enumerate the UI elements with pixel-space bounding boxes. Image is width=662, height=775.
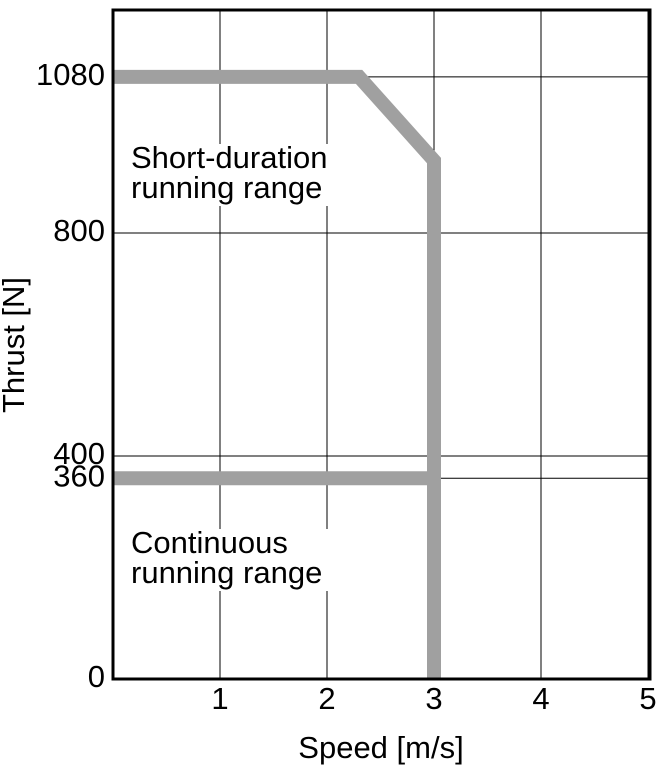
x-tick-label: 2: [318, 681, 335, 716]
y-tick-label: 360: [53, 458, 105, 493]
y-tick-label: 400: [53, 436, 105, 471]
x-tick-label: 5: [639, 681, 656, 716]
plot-frame: [111, 8, 652, 681]
x-axis-label: Speed [m/s]: [298, 730, 463, 765]
annotation: running range: [131, 170, 322, 205]
y-tick-label: 0: [88, 659, 105, 694]
x-tick-label: 3: [425, 681, 442, 716]
annotation: Continuous: [131, 525, 288, 560]
annotation: Short-duration: [131, 140, 327, 175]
y-tick-label: 1080: [36, 57, 105, 92]
y-axis-label: Thrust [N]: [0, 277, 31, 413]
annotation-bg: [127, 174, 359, 206]
x-tick-label: 1: [211, 681, 228, 716]
annotation: running range: [131, 555, 322, 590]
annotation-bg: [127, 144, 359, 176]
x-tick-label: 4: [532, 681, 549, 716]
y-tick-label: 800: [53, 213, 105, 248]
line: [113, 69, 441, 679]
annotation-bg: [127, 559, 359, 591]
annotation-bg: [127, 529, 359, 561]
